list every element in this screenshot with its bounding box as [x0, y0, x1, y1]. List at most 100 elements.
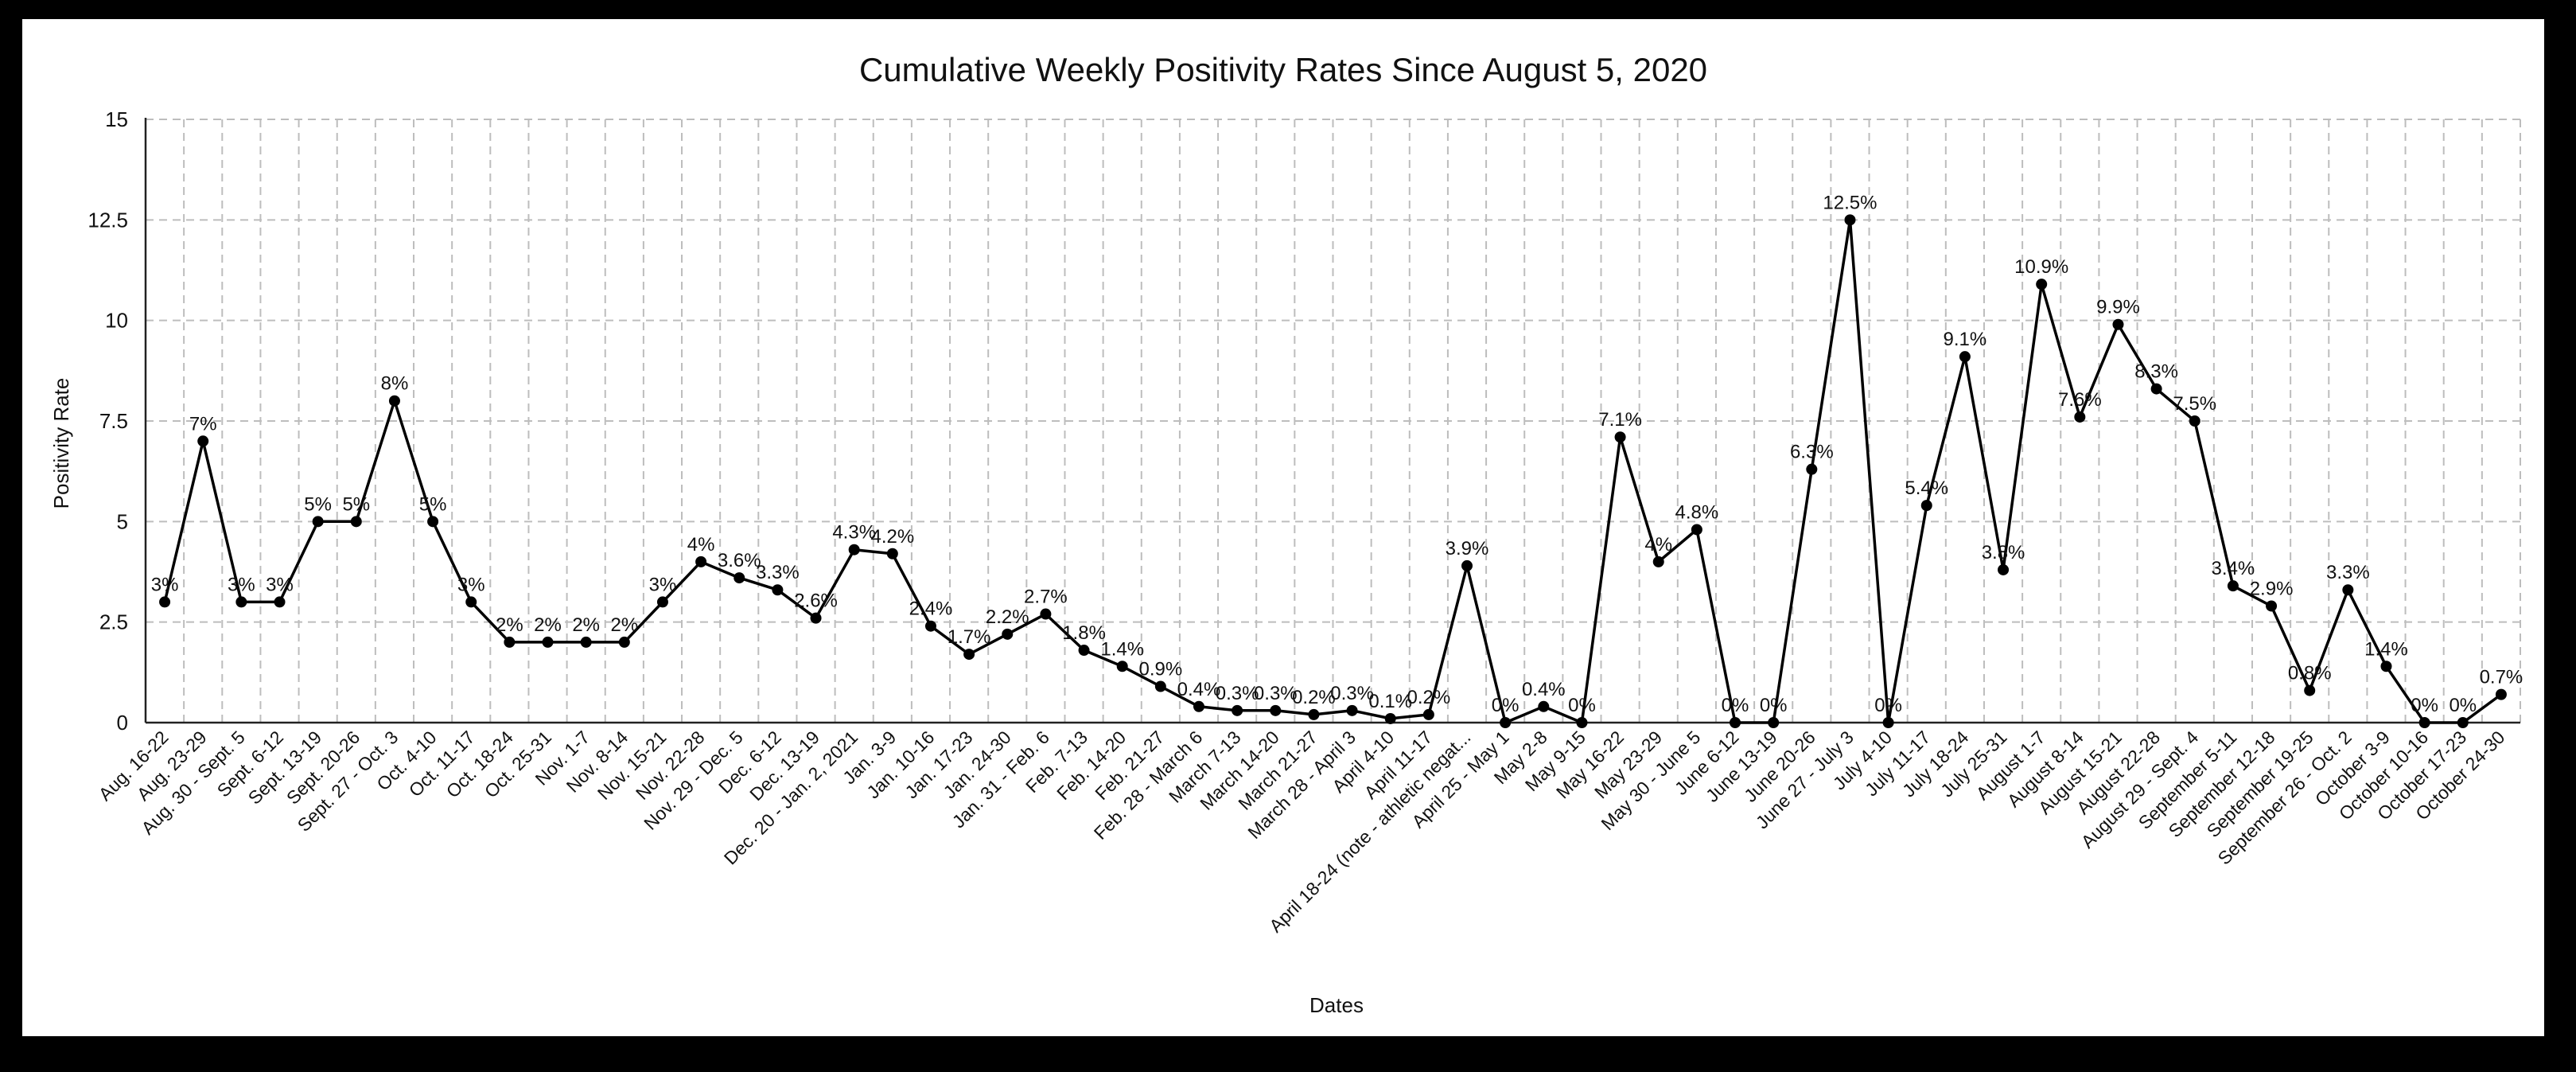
data-label: 1.8%	[1062, 622, 1106, 644]
data-label: 4.8%	[1675, 501, 1719, 523]
data-point	[274, 596, 286, 608]
data-point	[1002, 628, 1014, 640]
data-point	[772, 584, 784, 596]
data-point	[1959, 351, 1971, 363]
y-tick-label: 5	[117, 509, 128, 533]
data-point	[886, 548, 898, 559]
data-point	[2112, 318, 2124, 330]
data-points	[159, 214, 2507, 728]
data-label: 0.4%	[1177, 679, 1221, 700]
data-label: 3%	[649, 574, 677, 595]
x-axis-title: Dates	[1309, 993, 1364, 1017]
data-label: 7.1%	[1598, 409, 1642, 431]
gridlines	[146, 119, 2521, 723]
data-point	[580, 636, 592, 648]
data-label: 8.3%	[2134, 361, 2178, 383]
data-label: 0%	[2449, 695, 2477, 716]
data-label: 7%	[189, 413, 217, 435]
data-label: 0.4%	[1522, 679, 1566, 700]
data-point	[656, 596, 668, 608]
data-point	[695, 555, 707, 567]
data-label: 0.2%	[1292, 687, 1336, 708]
data-point	[1154, 680, 1166, 692]
data-point	[2150, 383, 2162, 395]
data-label: 2.2%	[986, 606, 1029, 628]
y-axis-title: Positivity Rate	[49, 378, 73, 509]
data-label: 12.5%	[1823, 192, 1877, 213]
data-label: 2%	[534, 614, 562, 636]
data-point	[618, 636, 630, 648]
data-label: 2%	[572, 614, 600, 636]
data-label: 0%	[2411, 695, 2438, 716]
data-label: 2.7%	[1024, 587, 1068, 608]
series-line-group	[163, 218, 2502, 724]
data-label: 4%	[687, 534, 715, 555]
data-label: 1.7%	[948, 626, 991, 648]
data-point	[1461, 559, 1473, 571]
data-label: 7.6%	[2058, 389, 2102, 411]
data-label: 3.3%	[2326, 562, 2370, 583]
data-point	[848, 544, 860, 555]
y-tick-labels: 0 2.5 5 7.5 10 12.5 15	[88, 107, 128, 735]
data-label: 3%	[151, 574, 179, 595]
data-point	[1040, 608, 1052, 620]
data-point	[1730, 717, 1741, 728]
data-point	[388, 395, 400, 407]
data-point	[2418, 717, 2430, 728]
data-point	[1844, 214, 1856, 226]
data-point	[2227, 580, 2239, 592]
data-point	[350, 516, 362, 528]
data-point	[1920, 500, 1932, 512]
data-label: 6.3%	[1790, 442, 1834, 463]
data-point	[159, 596, 171, 608]
axes	[144, 118, 2520, 724]
data-point	[1806, 463, 1818, 475]
data-label: 0.8%	[2288, 663, 2332, 684]
data-point	[1691, 524, 1702, 536]
data-point	[1384, 712, 1396, 724]
data-label: 0.3%	[1330, 683, 1374, 704]
y-tick-label: 15	[105, 107, 128, 131]
data-point	[235, 596, 247, 608]
data-point	[1768, 717, 1780, 728]
data-label: 9.1%	[1944, 329, 1987, 350]
data-label: 0.2%	[1407, 687, 1451, 708]
data-point	[1193, 700, 1204, 712]
data-label: 4.3%	[832, 522, 876, 544]
series-line	[163, 218, 2502, 724]
data-point	[542, 636, 554, 648]
data-label: 1.4%	[1100, 638, 1144, 660]
chart-frame: 0 2.5 5 7.5 10 12.5 15 Aug. 16-22 Aug. 23-29 Aug…	[22, 19, 2544, 1036]
data-point	[1998, 563, 2010, 575]
y-tick-label: 7.5	[99, 409, 128, 433]
data-label: 2%	[496, 614, 523, 636]
data-point	[2342, 584, 2354, 596]
data-point	[1078, 645, 1090, 657]
data-point	[1422, 708, 1434, 720]
data-label: 2.9%	[2250, 578, 2294, 599]
data-point	[2266, 600, 2278, 612]
data-label: 3.8%	[1982, 542, 2025, 563]
data-label: 2.4%	[909, 598, 953, 620]
data-label: 5%	[304, 493, 332, 515]
data-point	[427, 516, 439, 528]
data-point	[2304, 684, 2316, 696]
data-point	[1882, 717, 1894, 728]
data-label: 3%	[266, 574, 294, 595]
data-label: 5%	[342, 493, 370, 515]
data-point	[810, 612, 822, 624]
data-label: 3.6%	[718, 550, 761, 571]
data-point	[1346, 704, 1358, 716]
data-label: 3%	[228, 574, 255, 595]
data-label: 4%	[1644, 534, 1672, 555]
data-label: 0%	[1760, 695, 1788, 716]
data-label: 9.9%	[2096, 297, 2140, 318]
data-point	[733, 572, 745, 584]
data-point	[2189, 415, 2200, 427]
data-point	[197, 435, 209, 447]
data-point	[465, 596, 477, 608]
data-label: 10.9%	[2014, 256, 2068, 278]
data-label: 0%	[1874, 695, 1902, 716]
